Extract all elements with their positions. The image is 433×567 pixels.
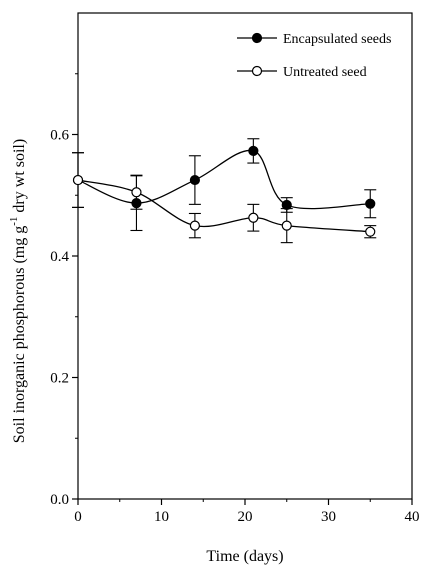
series-1-line <box>77 179 371 233</box>
y-axis-label-rest: dry wt soil) <box>11 139 28 217</box>
series-1-point-0 <box>72 174 84 186</box>
x-tick-label-4: 40 <box>405 509 420 525</box>
series-0-line <box>77 149 371 210</box>
y-axis-label: Soil inorganic phosphorous (mg g-1 dry w… <box>8 139 28 443</box>
series-0-point-2 <box>189 174 200 186</box>
series-layer <box>72 138 377 244</box>
legend-marker-1 <box>251 65 263 77</box>
series-1-point-5 <box>365 226 376 237</box>
series-1-point-1 <box>131 187 142 198</box>
x-tick-label-1: 10 <box>154 509 169 525</box>
y-tick-label-1: 0.2 <box>50 371 69 387</box>
series-0-point-3 <box>248 145 259 157</box>
legend-item-0: Encapsulated seeds <box>237 32 391 47</box>
y-tick-label-2: 0.4 <box>50 249 69 265</box>
legend-label-0: Encapsulated seeds <box>283 32 391 47</box>
x-axis-label: Time (days) <box>206 548 283 565</box>
legend-marker-0 <box>251 32 263 44</box>
legend-label-1: Untreated seed <box>283 65 367 80</box>
series-1 <box>72 152 377 244</box>
legend-item-1: Untreated seed <box>237 65 367 80</box>
y-axis-label-main: Soil inorganic phosphorous (mg g <box>11 226 28 443</box>
y-axis-label-superscript: -1 <box>8 217 20 226</box>
series-0 <box>72 138 377 232</box>
series-1-point-3 <box>248 212 259 223</box>
legend: Encapsulated seeds Untreated seed <box>237 32 391 80</box>
series-0-point-5 <box>365 198 376 209</box>
x-tick-label-0: 0 <box>74 509 82 525</box>
y-tick-label-3: 0.6 <box>50 128 69 144</box>
axes: 0 10 20 30 40 0.0 0.2 0.4 0.6 <box>50 12 420 525</box>
y-tick-label-0: 0.0 <box>50 492 69 508</box>
series-1-point-2 <box>189 220 200 231</box>
x-tick-label-2: 20 <box>238 509 253 525</box>
plot-frame <box>77 12 413 500</box>
x-tick-label-3: 30 <box>321 509 336 525</box>
series-1-point-4 <box>281 220 292 231</box>
